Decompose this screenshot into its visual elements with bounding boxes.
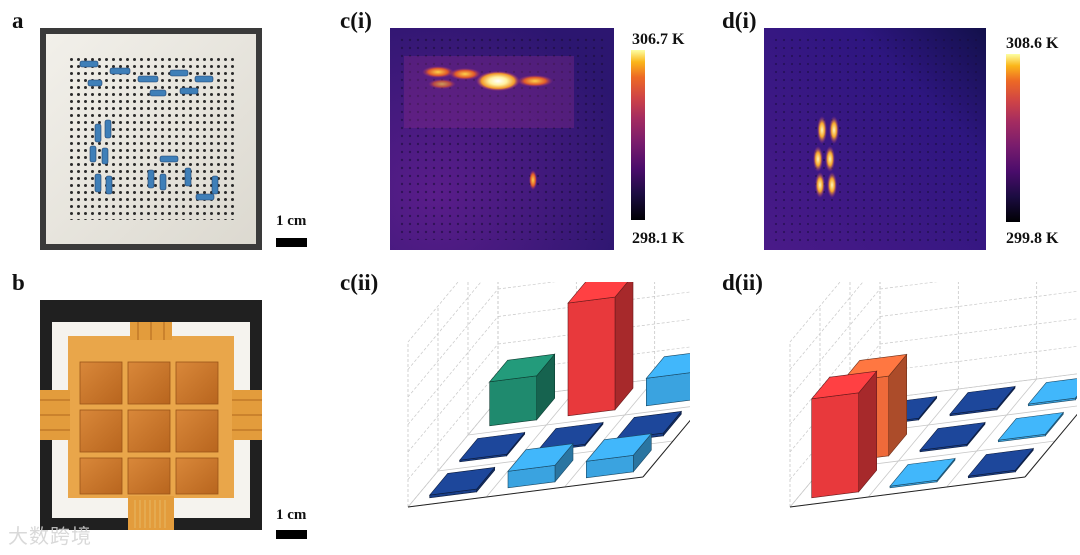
scale-bar-a <box>276 238 307 247</box>
thermal-image-ci <box>390 28 614 250</box>
photo-b-sensor-array <box>40 300 262 530</box>
bar-top-face <box>889 458 956 487</box>
scale-text-b: 1 cm <box>276 507 307 523</box>
bar <box>507 442 574 489</box>
scale-text-a: 1 cm <box>276 213 307 229</box>
bar-front-face <box>489 375 537 427</box>
bar <box>949 385 1016 417</box>
bar-top-face <box>567 282 628 304</box>
panel-label-a: a <box>12 8 24 33</box>
bar-top-face <box>458 432 526 461</box>
bar <box>567 282 634 417</box>
chart-3d-bar-dii: 0.00.51.01.52.02.53.0电压 (mV) <box>789 282 1077 508</box>
bar-top-face <box>507 443 574 472</box>
bar-top-face <box>919 422 986 451</box>
bar <box>967 447 1035 479</box>
bar <box>919 421 986 453</box>
bar <box>889 457 956 489</box>
bar-side-face <box>614 282 634 411</box>
bar <box>428 466 496 499</box>
bar-top-face <box>428 467 496 496</box>
colorbar-min-ci: 298.1 K <box>632 230 685 247</box>
colorbar-min-di: 299.8 K <box>1006 230 1059 247</box>
watermark-text: 大数跨境 <box>8 524 92 548</box>
photo-a-resistor-board <box>40 28 262 250</box>
bar <box>645 353 690 407</box>
chart-3d-bar-cii: 0.00.51.01.52.02.53.0电压 (mV) <box>407 282 690 508</box>
bar-top-face <box>585 433 653 462</box>
bar <box>810 370 878 499</box>
bar-top-face <box>645 353 690 379</box>
colorbar-ci <box>631 50 645 220</box>
bar-top-face <box>1027 378 1077 405</box>
bar-top-face <box>997 412 1065 441</box>
panel-label-b: b <box>12 270 25 295</box>
scale-bar-b <box>276 530 307 539</box>
bar-top-face <box>810 370 878 400</box>
bar <box>997 411 1065 443</box>
bar-top-face <box>967 448 1035 477</box>
panel-label-dii: d(ii) <box>722 270 763 295</box>
bar-top-face <box>488 353 556 383</box>
bar <box>1027 378 1077 407</box>
bar-front-face <box>645 372 690 407</box>
colorbar-max-ci: 306.7 K <box>632 31 685 48</box>
panel-label-cii: c(ii) <box>340 270 379 295</box>
bar <box>585 432 653 479</box>
bar-front-face <box>811 392 859 499</box>
bar <box>488 353 556 427</box>
colorbar-max-di: 308.6 K <box>1006 35 1059 52</box>
bar-top-face <box>949 386 1016 415</box>
bar <box>458 431 526 463</box>
panel-label-di: d(i) <box>722 8 757 33</box>
thermal-image-di <box>764 28 986 250</box>
panel-label-ci: c(i) <box>340 8 372 33</box>
colorbar-di <box>1006 54 1020 222</box>
bar-front-face <box>567 296 616 417</box>
